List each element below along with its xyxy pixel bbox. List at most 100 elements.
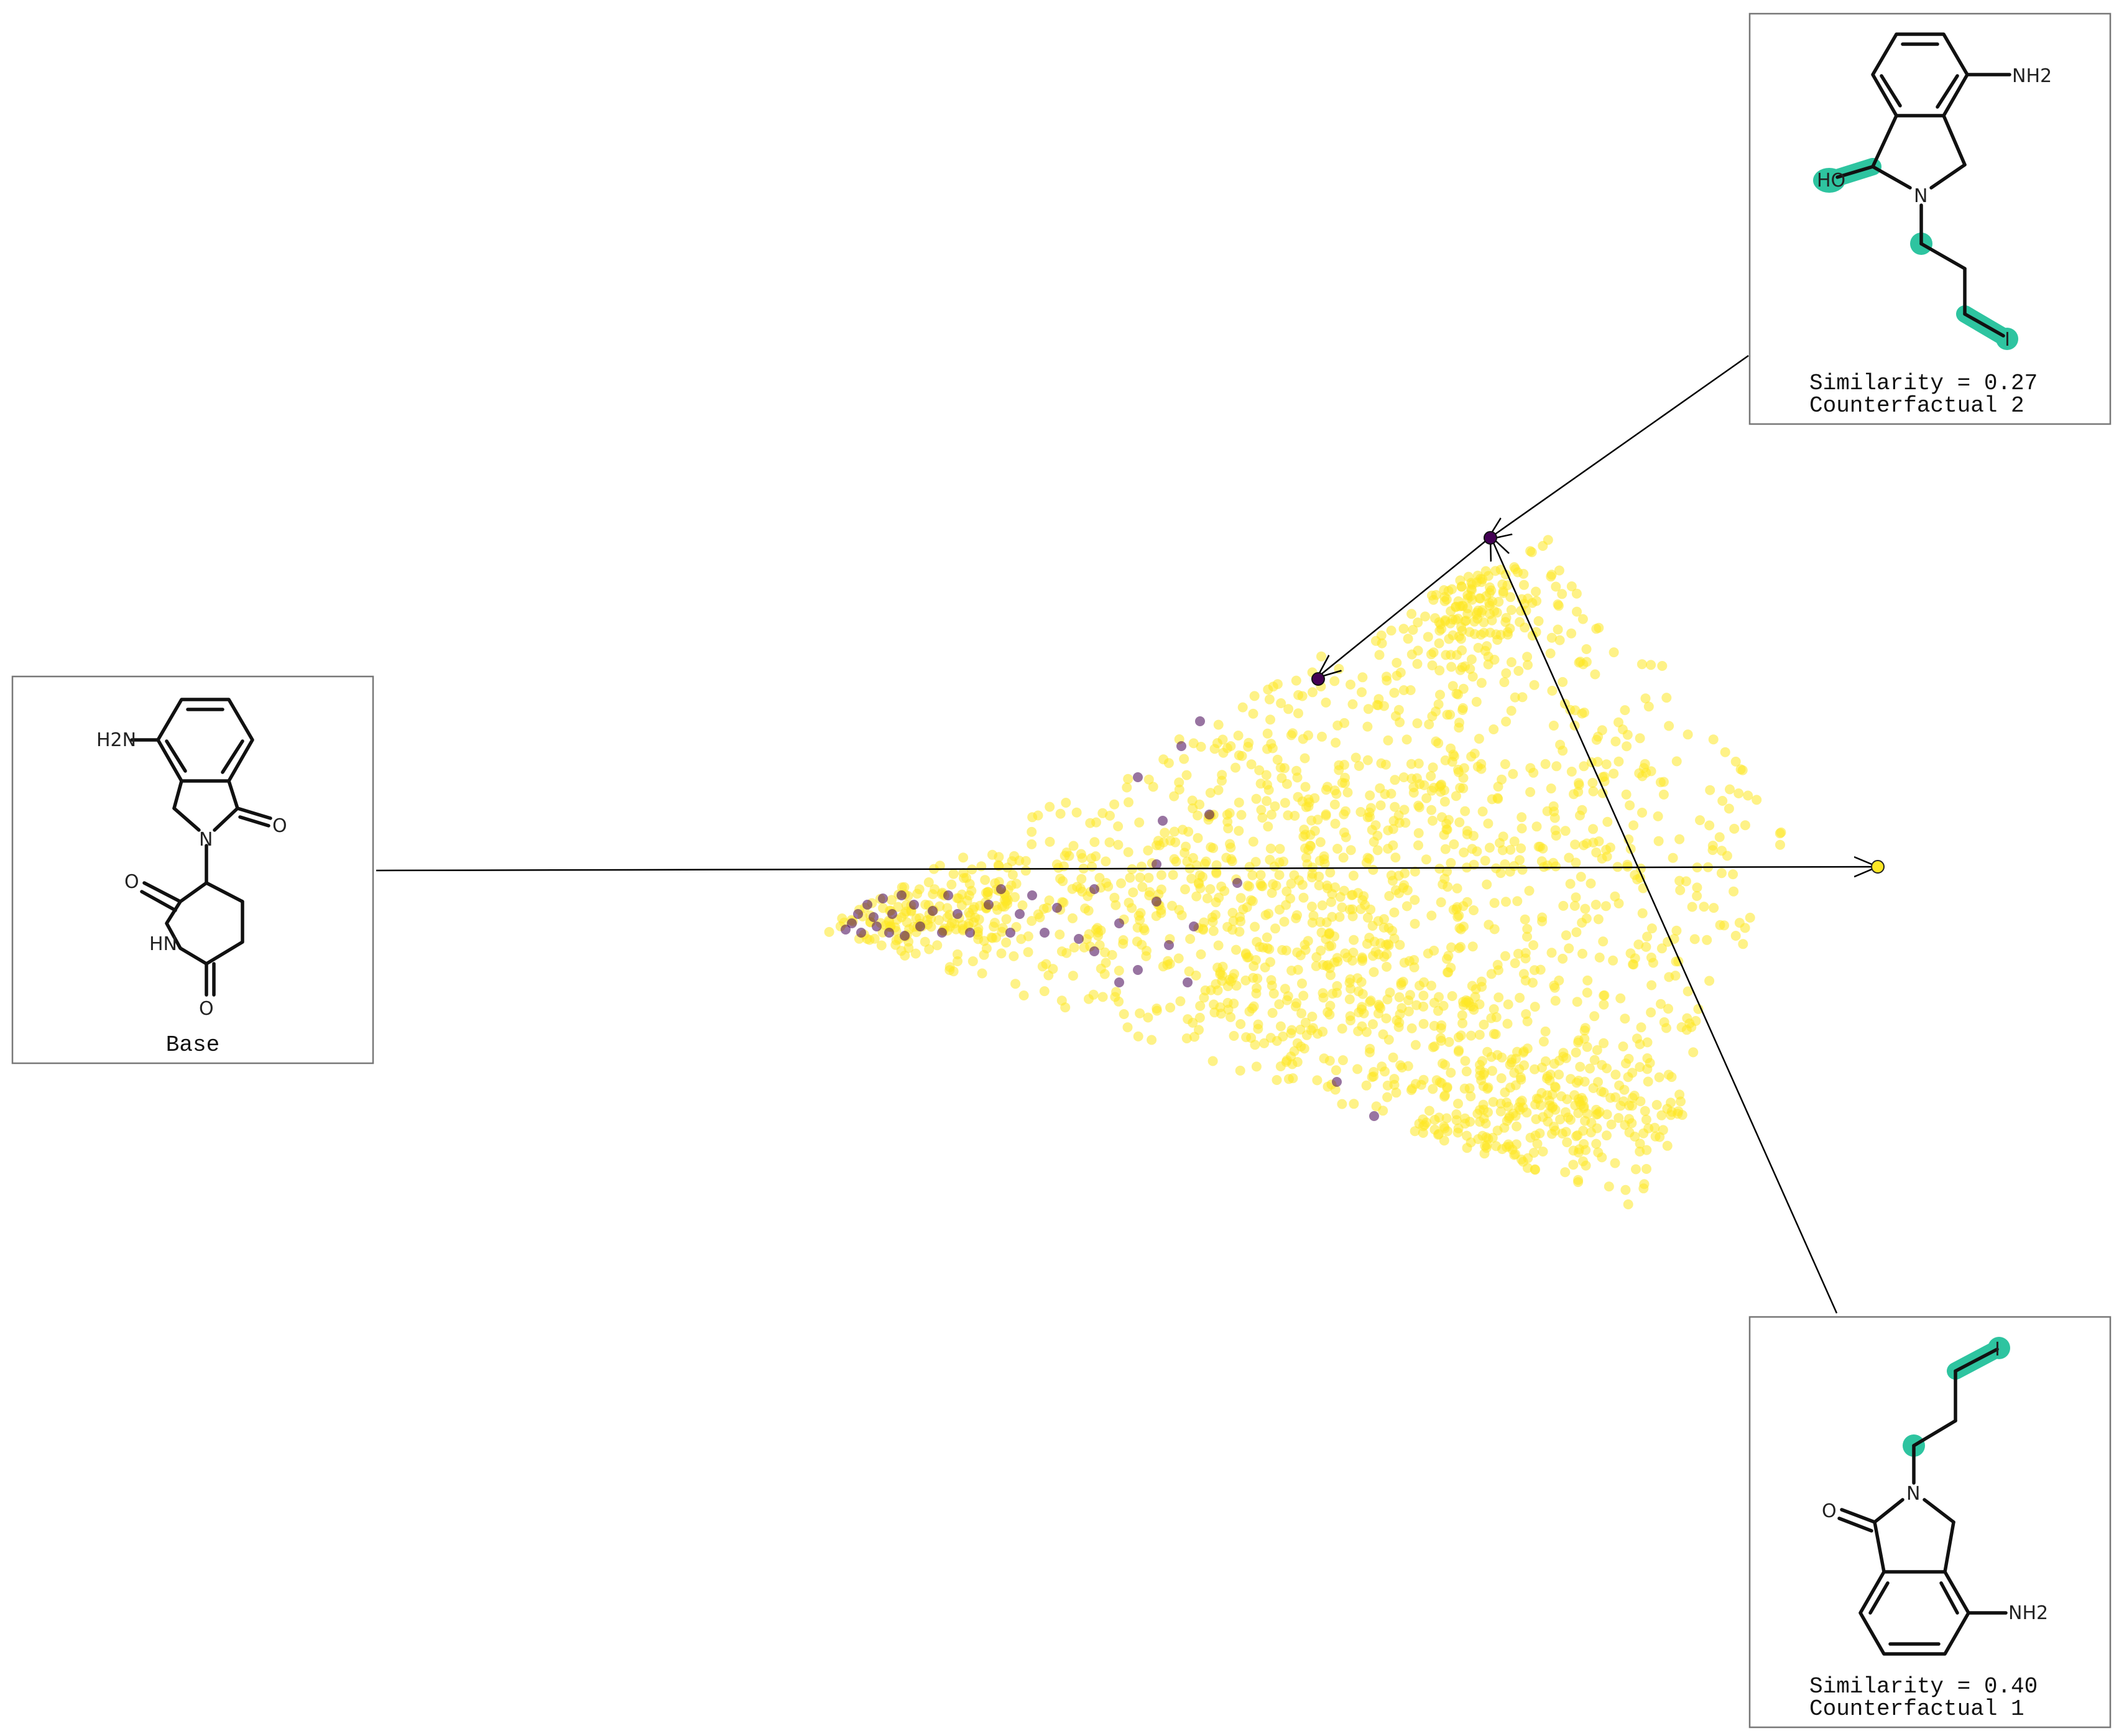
scatter-point-active [1453, 1032, 1464, 1043]
scatter-point-active [1561, 1127, 1571, 1137]
scatter-point-active [1663, 1069, 1674, 1080]
scatter-point-active [1554, 565, 1564, 576]
scatter-point-active [1014, 856, 1025, 866]
scatter-point-active [1113, 839, 1124, 850]
scatter-point-inactive [953, 909, 963, 919]
scatter-point-active [1143, 1012, 1153, 1023]
scatter-point-active [1326, 970, 1336, 981]
scatter-point-active [1501, 668, 1512, 678]
scatter-point-active [1348, 870, 1359, 881]
cf2-molecule-structure [1835, 32, 2011, 338]
scatter-point-active [1630, 953, 1640, 964]
scatter-point-active [1510, 958, 1520, 969]
scatter-point-active [1692, 882, 1702, 893]
scatter-point-active [1441, 650, 1451, 660]
scatter-point-active [1550, 1125, 1561, 1136]
scatter-point-active [1262, 943, 1273, 953]
scatter-point-active [1523, 1153, 1533, 1163]
scatter-point-active [1266, 975, 1276, 986]
scatter-point-active [1249, 691, 1260, 701]
scatter-point-active [1184, 966, 1194, 977]
scatter-point-active [1442, 709, 1452, 720]
scatter-point-inactive [1052, 903, 1062, 913]
scatter-point-active [1055, 808, 1066, 819]
cf2-panel-frame [1748, 12, 2112, 425]
scatter-point-active [1306, 815, 1317, 826]
scatter-point-active [1434, 864, 1445, 874]
scatter-point-active [1453, 1123, 1464, 1133]
scatter-point-active [1382, 675, 1392, 686]
scatter-point-active [1044, 895, 1055, 906]
scatter-point-active [1363, 704, 1373, 714]
scatter-point-active [1169, 854, 1180, 864]
scatter-point-inactive [1133, 965, 1143, 975]
scatter-point-active [1419, 977, 1429, 987]
scatter-point-active [1272, 1075, 1282, 1085]
scatter-point-active [1274, 857, 1285, 867]
scatter-point-active [1479, 617, 1489, 627]
scatter-point-active [1368, 1019, 1378, 1030]
cf2-atom-nh2: NH2 [2012, 65, 2052, 87]
scatter-point-active [1580, 1023, 1590, 1033]
scatter-point-active [1169, 826, 1180, 837]
scatter-point-active [1156, 908, 1166, 918]
base-point [1871, 860, 1885, 874]
base-panel-frame [11, 675, 374, 1064]
scatter-point-active [1001, 937, 1012, 948]
scatter-point-active [1582, 1041, 1592, 1052]
scatter-point-active [1590, 900, 1601, 910]
scatter-point-active [1538, 1037, 1549, 1047]
scatter-point-active [1427, 590, 1437, 601]
scatter-point-active [1451, 1109, 1462, 1120]
scatter-point-active [1637, 808, 1647, 818]
scatter-point-active [1330, 818, 1341, 829]
scatter-point-active [1307, 902, 1317, 912]
scatter-point-active [1027, 916, 1037, 926]
scatter-point-active [1093, 931, 1103, 941]
scatter-point-active [1267, 1008, 1278, 1018]
scatter-point-active [1434, 992, 1444, 1002]
scatter-point-active [1001, 893, 1012, 903]
scatter-point-active [1372, 831, 1383, 841]
scatter-point-active [1642, 931, 1653, 942]
scatter-point-active [1521, 1009, 1531, 1019]
scatter-point-active [1553, 624, 1563, 635]
scatter-point-active [1745, 912, 1755, 923]
scatter-point-active [1357, 989, 1368, 999]
scatter-point-active [1517, 823, 1527, 834]
scatter-point-active [1656, 999, 1666, 1009]
scatter-point-active [1579, 1076, 1590, 1087]
scatter-point-active [1255, 870, 1266, 880]
scatter-point-active [1196, 742, 1206, 752]
scatter-point-active [1670, 971, 1681, 981]
scatter-point-active [1379, 914, 1389, 925]
scatter-point-active [1654, 1072, 1664, 1083]
scatter-point-active [1364, 807, 1375, 818]
scatter-point-active [1338, 852, 1349, 863]
scatter-point-active [1643, 1076, 1653, 1087]
scatter-point-active [1641, 941, 1651, 952]
scatter-point-active [920, 936, 930, 947]
scatter-point-active [1507, 1057, 1517, 1068]
scatter-point-active [1398, 685, 1409, 695]
scatter-point-active [1640, 693, 1651, 704]
scatter-point-active [1570, 839, 1581, 850]
scatter-point-active [1020, 866, 1031, 876]
scatter-point-active [1410, 1126, 1420, 1137]
scatter-point-active [1306, 1025, 1316, 1035]
scatter-point-active [1369, 967, 1379, 977]
scatter-point-active [1365, 995, 1376, 1006]
scatter-point-inactive [1152, 859, 1161, 869]
scatter-point-active [1624, 1114, 1635, 1124]
arrow-layer [376, 354, 1878, 1314]
scatter-point-active [1018, 990, 1029, 1000]
scatter-point-active [1142, 946, 1152, 956]
scatter-point-active [1356, 977, 1367, 987]
cf1-atom-o: O [1822, 1500, 1837, 1522]
scatter-point-active [1251, 1061, 1262, 1072]
scatter-point-active [1522, 924, 1533, 934]
scatter-point-active [1500, 951, 1510, 961]
scatter-point-active [1576, 872, 1586, 882]
scatter-point-active [1501, 716, 1512, 727]
